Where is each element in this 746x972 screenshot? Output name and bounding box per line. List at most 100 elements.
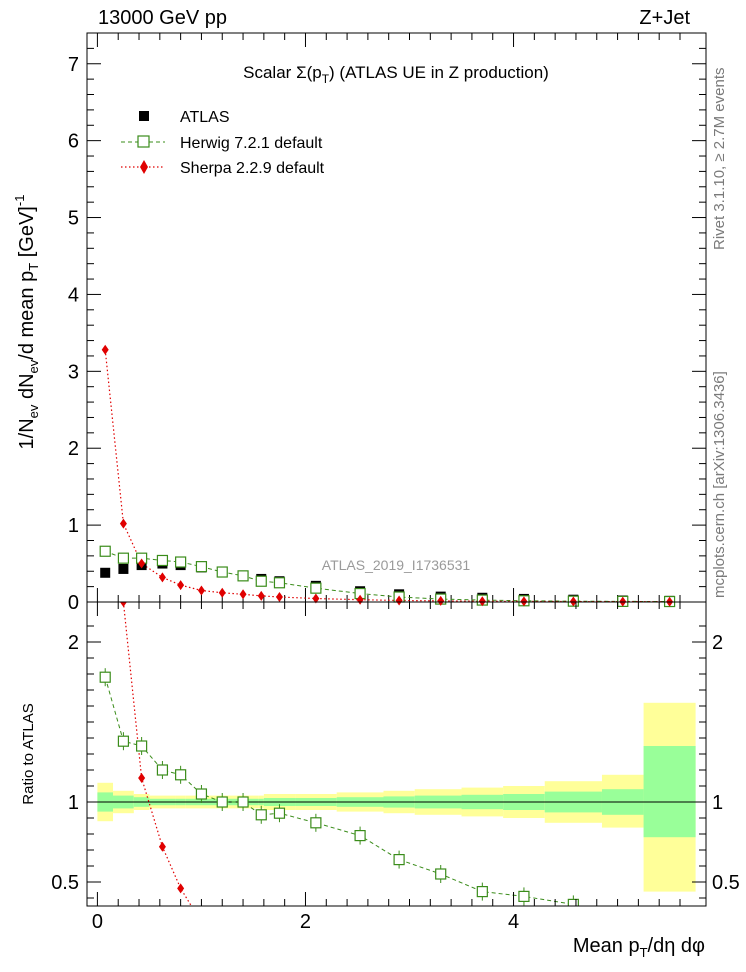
ratio-ytick-label: 1 [68,792,79,814]
ylabel-sub-ev2: ev [26,359,41,373]
sherpa-point [275,592,283,603]
ylabel-sub-t: T [26,263,41,271]
ylabel-part-2: dN [16,373,38,404]
sherpa-point [101,344,109,355]
ratio-ytick-label: 0.5 [51,872,79,894]
ratio-ytick-label-right: 2 [712,632,723,654]
legend-marker-herwig [137,135,150,148]
main-ytick-label: 7 [68,54,79,76]
ratio-herwig-point [195,788,208,800]
main-ytick-label: 3 [68,361,79,383]
xlabel-sub-t: T [640,945,648,960]
legend-marker-atlas [139,111,149,121]
green-band [643,746,696,838]
ratio-sherpa-point [138,773,146,783]
ratio-herwig-point [99,671,111,683]
herwig-point [216,566,228,578]
ratio-xtick-label: 2 [300,911,311,933]
ratio-herwig-point [393,853,405,866]
ylabel-sub-ev1: ev [26,404,41,418]
sherpa-point [138,558,146,569]
ratio-axis-ticks: 0.5 0.5 1 1 2 2 0 2 4 [51,602,740,933]
ratio-herwig-point [518,890,530,903]
sherpa-point [520,596,528,607]
ratio-panel: 0.5 0.5 1 1 2 2 0 2 4 Ratio to ATLAS Mean pT/dη … [20,601,740,960]
sherpa-point [177,580,185,591]
ratio-herwig-point [273,807,286,819]
main-ytick-label: 5 [68,208,79,230]
mcplots-label: mcplots.cern.ch [arXiv:1306.3436] [711,371,728,598]
legend-marker-sherpa [140,160,148,174]
ratio-sherpa-point [193,909,200,919]
legend-label-herwig: Herwig 7.2.1 default [180,135,323,152]
ratio-sherpa-point [119,602,127,607]
ratio-series [99,602,579,919]
herwig-point [175,556,187,568]
ratio-herwig-point [136,740,148,752]
ratio-herwig-point [255,809,267,821]
main-ytick-label: 0 [68,592,79,614]
sherpa-point [312,593,320,604]
ratio-herwig-point [156,764,169,776]
xlabel-part-2: /dη dφ [648,935,705,957]
herwig-point [117,552,130,564]
ratio-herwig-point [354,829,366,842]
sherpa-point [257,590,265,601]
herwig-point [99,545,111,557]
ratio-herwig-line [104,677,574,905]
ratio-herwig-point [237,796,249,808]
legend-item-sherpa: Sherpa 2.2.9 default [121,160,325,177]
sherpa-point [239,589,247,600]
legend: ATLAS Herwig 7.2.1 default Sherpa 2.2.9 … [121,109,325,177]
legend-label-sherpa: Sherpa 2.2.9 default [180,160,325,177]
atlas-point [118,563,129,574]
ylabel-part-1: 1/N [16,418,38,449]
chart-title-sigma: Σ(p [296,63,322,82]
ylabel-sup: -1 [12,195,27,207]
ratio-ytick-label-right: 0.5 [712,872,740,894]
chart-title-prefix: Scalar [243,63,296,82]
main-ytick-label: 2 [68,438,79,460]
legend-item-herwig: Herwig 7.2.1 default [121,135,323,152]
ratio-sherpa-point [158,841,166,852]
ratio-ytick-label: 2 [68,632,79,654]
ratio-ylabel: Ratio to ATLAS [20,703,37,804]
herwig-point [255,575,267,587]
ratio-herwig-point [117,735,130,747]
sherpa-point [197,585,205,596]
header-right: Z+Jet [639,7,690,29]
sherpa-point [478,596,486,607]
chart-title-rest: ) (ATLAS UE in Z production) [329,63,549,82]
header-left: 13000 GeV pp [98,7,227,29]
ylabel-part-4: [GeV] [16,206,38,263]
ratio-series-clipped [99,602,579,919]
ylabel-part-3: /d mean p [16,271,38,360]
ratio-xlabel: Mean pT/dη dφ [573,935,705,960]
analysis-watermark: ATLAS_2019_I1736531 [322,557,471,573]
legend-label-atlas: ATLAS [180,109,230,126]
main-ytick-label: 6 [68,131,79,153]
sherpa-point [158,572,166,583]
herwig-point [237,570,249,582]
main-ytick-label: 4 [68,284,79,306]
ratio-xtick-label: 0 [92,911,103,933]
sherpa-point [218,587,226,598]
ratio-herwig-point [435,868,447,880]
herwig-point [195,561,208,573]
main-ytick-label: 1 [68,515,79,537]
ratio-sherpa-line [122,602,193,906]
ratio-herwig-point [310,817,322,829]
atlas-point [100,567,111,578]
ratio-sherpa-point [177,883,185,894]
ratio-xtick-label: 4 [508,911,519,933]
chart-title-sub: T [322,72,330,86]
xlabel-part-1: Mean p [573,935,640,957]
ratio-herwig-point [175,769,187,781]
legend-item-atlas: ATLAS [139,109,230,126]
main-axis-ticks: 0 1 2 3 4 5 6 7 [68,33,706,614]
ratio-herwig-point [216,796,228,808]
chart-title: Scalar Σ(pT) (ATLAS UE in Z production) [243,63,549,86]
herwig-point [156,554,169,567]
